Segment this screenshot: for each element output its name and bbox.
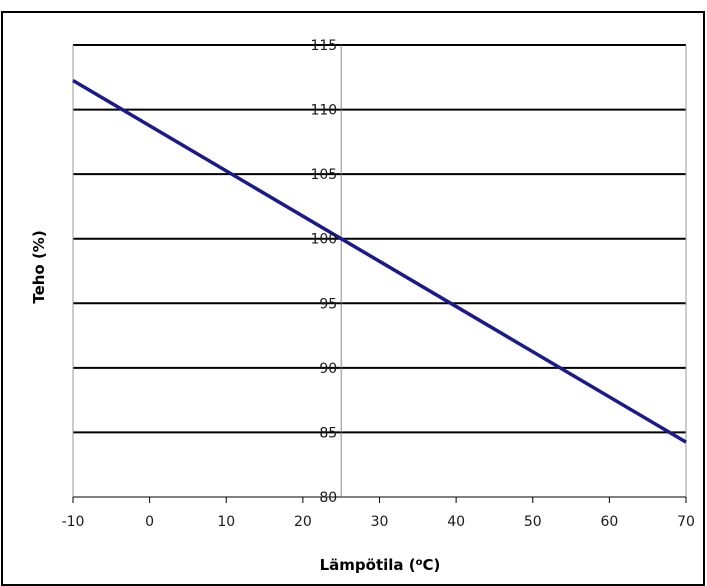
chart-border bbox=[1, 11, 705, 586]
y-tick-label-80: 80 bbox=[319, 490, 337, 506]
x-axis-title-main: Lämpötila ( bbox=[320, 556, 416, 574]
x-tick-label-30: 30 bbox=[371, 514, 389, 530]
x-tick-label-60: 60 bbox=[600, 514, 618, 530]
y-tick-label-85: 85 bbox=[319, 425, 337, 441]
series-layer bbox=[72, 79, 687, 444]
x-tick-label-10: 10 bbox=[217, 514, 235, 530]
x-tick-label-70: 70 bbox=[677, 514, 695, 530]
x-tick-label-20: 20 bbox=[294, 514, 312, 530]
y-tick-label-95: 95 bbox=[319, 296, 337, 312]
x-tick-labels: -10 0 10 20 30 40 50 60 70 bbox=[62, 514, 695, 530]
y-tick-label-110: 110 bbox=[310, 103, 337, 119]
x-axis-title-unit: C) bbox=[423, 556, 441, 574]
x-tick-label--10: -10 bbox=[62, 514, 85, 530]
x-tick-label-50: 50 bbox=[524, 514, 542, 530]
y-tick-labels: 80 85 90 95 100 105 110 115 bbox=[310, 38, 337, 506]
y-tick-label-100: 100 bbox=[310, 232, 337, 248]
y-tick-label-90: 90 bbox=[319, 361, 337, 377]
series-line-0 bbox=[72, 79, 687, 444]
axes bbox=[72, 44, 687, 503]
x-tick-label-40: 40 bbox=[447, 514, 465, 530]
grid-lines bbox=[73, 44, 686, 434]
x-axis-title-degree: o bbox=[416, 557, 423, 568]
x-tick-label-0: 0 bbox=[145, 514, 154, 530]
y-tick-label-115: 115 bbox=[310, 38, 337, 54]
y-tick-label-105: 105 bbox=[310, 167, 337, 183]
x-axis-title: Lämpötila (oC) bbox=[320, 556, 441, 574]
y-axis-title: Teho (%) bbox=[30, 230, 48, 303]
